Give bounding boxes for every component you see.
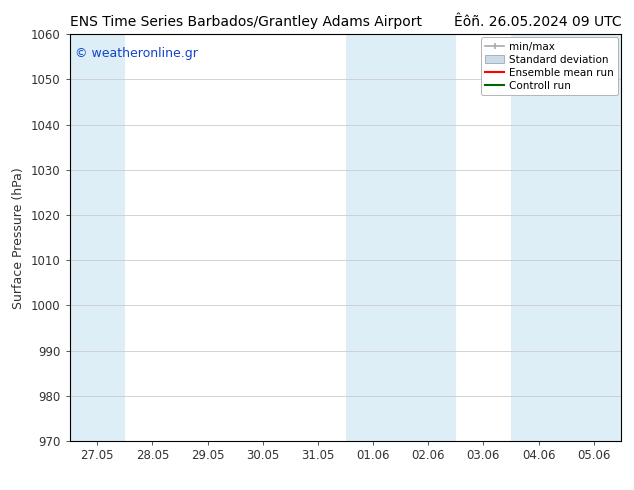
Text: ENS Time Series Barbados/Grantley Adams Airport: ENS Time Series Barbados/Grantley Adams … [70,15,422,29]
Bar [511,34,621,441]
Text: Êôñ. 26.05.2024 09 UTC: Êôñ. 26.05.2024 09 UTC [454,15,621,29]
Text: © weatheronline.gr: © weatheronline.gr [75,47,198,59]
Legend: min/max, Standard deviation, Ensemble mean run, Controll run: min/max, Standard deviation, Ensemble me… [481,37,618,95]
Bar [70,34,125,441]
Bar [346,34,456,441]
Y-axis label: Surface Pressure (hPa): Surface Pressure (hPa) [13,167,25,309]
